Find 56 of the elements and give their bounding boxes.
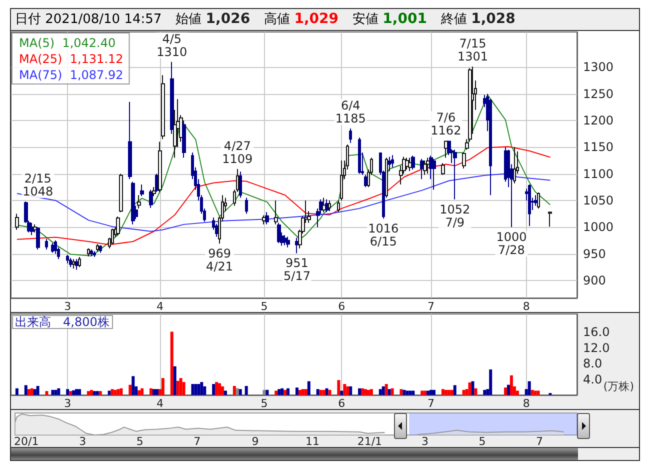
x-tick-label: 7	[194, 435, 201, 448]
x-tick-label: 6	[338, 300, 346, 313]
text: MA(25) 1,131.12	[19, 52, 124, 66]
x-tick-label: 3	[422, 435, 429, 448]
y-tick-label: 1300	[583, 60, 614, 74]
annotation: 2/15 1048	[22, 172, 54, 199]
annotation: 4/5 1310	[156, 32, 188, 59]
annotation: 4/27 1109	[222, 139, 253, 166]
annotation: 7/15 1301	[457, 36, 488, 64]
annotation: 6/4 1185	[335, 98, 366, 126]
y-tick-label: 1200	[583, 113, 614, 128]
y-axis-title: (万株)	[603, 380, 634, 393]
x-tick-label: 11	[305, 435, 320, 448]
y-tick-label: 1150	[583, 140, 614, 154]
x-tick-label: 6	[338, 397, 346, 410]
x-tick-label: 9	[252, 435, 259, 448]
x-tick-label: 7	[428, 300, 435, 313]
annotation: 7/6 1162	[430, 110, 462, 138]
annotation: 1052 7/9	[440, 202, 470, 230]
y-tick-label: 1100	[583, 166, 614, 181]
x-tick-label: 5	[478, 435, 486, 448]
annotation: 1016 6/15	[368, 222, 399, 249]
y-tick-label: 950	[583, 246, 606, 261]
x-tick-label: 4	[156, 397, 164, 410]
text: MA(5) 1,042.40	[19, 36, 116, 50]
x-tick-label: 8	[522, 397, 530, 410]
x-tick-label: 3	[64, 397, 72, 410]
x-tick-label: 7	[428, 397, 435, 410]
x-tick-label: 5	[260, 300, 268, 313]
y-tick-label: 1050	[583, 193, 614, 208]
x-tick-label: 3	[79, 435, 86, 448]
x-tick-label: 5	[136, 435, 144, 448]
x-tick-label: 21/1	[357, 435, 382, 448]
text: 始値 1,026	[176, 11, 250, 27]
annotation: 951 5/17	[284, 256, 310, 284]
x-tick-label: 3	[64, 300, 72, 313]
chart-title: 出来高 4,800株	[15, 315, 110, 329]
x-tick-label: 5	[260, 397, 268, 410]
y-tick-label: 16.0	[583, 325, 610, 340]
text: 日付 2021/08/10 14:57	[15, 12, 162, 27]
y-tick-label: 1000	[583, 220, 614, 234]
x-tick-label: 7	[536, 435, 543, 448]
x-tick-label: 4	[156, 300, 164, 313]
text: 終値 1,028	[440, 11, 516, 27]
y-tick-label: 8.0	[583, 356, 602, 371]
text: MA(75) 1,087.92	[19, 68, 124, 82]
x-tick-label: 20/1	[14, 435, 39, 448]
y-tick-label: 1250	[583, 86, 614, 101]
annotation: 969 4/21	[206, 246, 234, 274]
y-tick-label: 12.0	[583, 340, 610, 355]
x-tick-label: 8	[522, 300, 530, 313]
text: 安値 1,001	[352, 11, 427, 27]
text: 高値 1,029	[264, 11, 339, 27]
y-tick-label: 4.0	[583, 372, 602, 386]
annotation: 1000 7/28	[496, 230, 527, 258]
y-tick-label: 900	[583, 273, 606, 288]
